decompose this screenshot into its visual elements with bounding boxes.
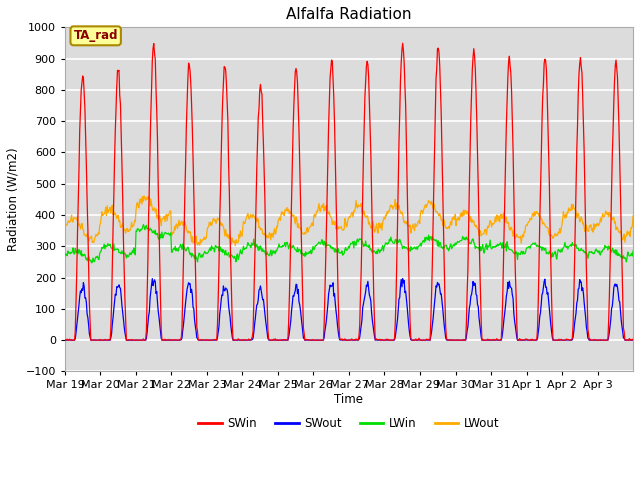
LWout [145, 193, 153, 199]
SWout [129, 337, 136, 343]
Title: Alfalfa Radiation: Alfalfa Radiation [286, 7, 412, 22]
LWin [441, 243, 449, 249]
Line: LWin: LWin [65, 225, 633, 263]
SWout [262, 318, 269, 324]
Text: TA_rad: TA_rad [74, 29, 118, 42]
SWout [234, 337, 241, 343]
SWin [441, 296, 449, 302]
LWout [232, 243, 239, 249]
SWout [284, 337, 291, 343]
Legend: SWin, SWout, LWin, LWout: SWin, SWout, LWin, LWout [193, 412, 504, 434]
Y-axis label: Radiation (W/m2): Radiation (W/m2) [7, 147, 20, 251]
SWin [282, 337, 290, 343]
SWout [148, 276, 156, 281]
SWin [261, 197, 269, 203]
LWout [284, 204, 291, 210]
SWout [409, 337, 417, 343]
SWin [129, 336, 136, 342]
SWin [233, 337, 241, 343]
X-axis label: Time: Time [335, 393, 364, 406]
LWin [409, 245, 417, 251]
SWout [441, 328, 449, 334]
LWout [441, 223, 449, 228]
LWout [234, 240, 241, 246]
SWin [409, 337, 417, 343]
SWout [629, 337, 637, 343]
SWin [61, 337, 68, 343]
LWin [129, 248, 136, 253]
SWout [62, 337, 70, 343]
LWin [61, 253, 68, 259]
LWin [262, 252, 269, 258]
SWin [62, 337, 70, 343]
LWin [284, 240, 291, 245]
SWout [61, 337, 68, 343]
LWout [262, 231, 269, 237]
LWin [234, 251, 241, 257]
SWin [629, 336, 637, 342]
Line: SWin: SWin [65, 43, 633, 340]
LWin [629, 248, 637, 254]
Line: SWout: SWout [65, 278, 633, 340]
LWout [61, 225, 68, 230]
Line: LWout: LWout [65, 196, 633, 246]
SWin [399, 40, 406, 46]
LWin [140, 222, 147, 228]
LWout [128, 219, 136, 225]
LWin [88, 260, 95, 266]
LWout [409, 221, 417, 227]
LWout [629, 213, 637, 219]
